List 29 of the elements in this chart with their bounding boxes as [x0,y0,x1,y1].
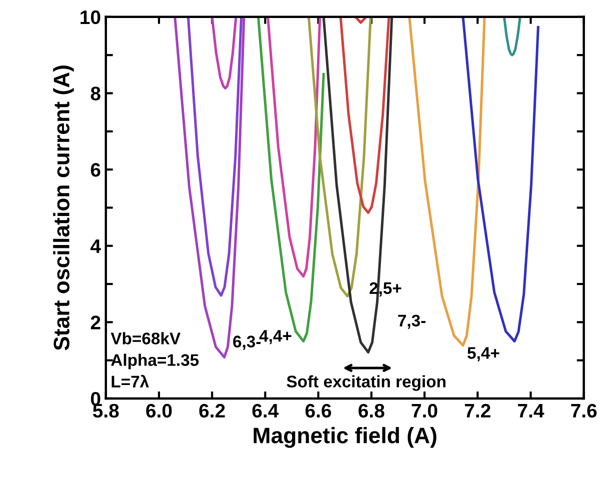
annotation: 6,3- [233,336,261,350]
x-tick-label: 7.2 [464,404,490,418]
x-tick-label: 6.0 [146,404,172,418]
y-tick-label: 4 [90,240,101,253]
x-tick-label: 5.8 [92,404,119,418]
y-tick-label: 10 [80,10,100,24]
y-tick-label: 8 [90,86,100,100]
annotation: Vb=68kV Alpha=1.35 L=7λ [110,332,199,388]
line-series [462,16,540,342]
line-series [210,16,238,90]
x-tick-label: 6.6 [305,404,332,418]
x-tick-label: 6.2 [199,404,225,418]
x-tick-label: 7.4 [518,404,544,418]
x-tick-label: 7.6 [571,404,597,418]
annotation: 5,4+ [468,347,500,362]
y-tick-label: 6 [90,163,100,177]
annotation: 4,4+ [259,330,292,344]
x-tick-label: 6.4 [252,404,279,418]
x-tick-label: 7.0 [412,404,438,418]
line-series [339,16,390,214]
annotation: Soft excitatin region [286,375,446,391]
line-series [266,16,322,278]
y-axis-title: Start oscillation current (A) [53,66,74,350]
y-tick-label: 2 [90,316,100,330]
line-series [502,16,522,56]
x-axis-title: Magnetic field (A) [254,427,436,448]
annotation: 7,3- [398,314,426,329]
x-tick-label: 6.8 [358,404,384,418]
line-series [186,16,243,297]
